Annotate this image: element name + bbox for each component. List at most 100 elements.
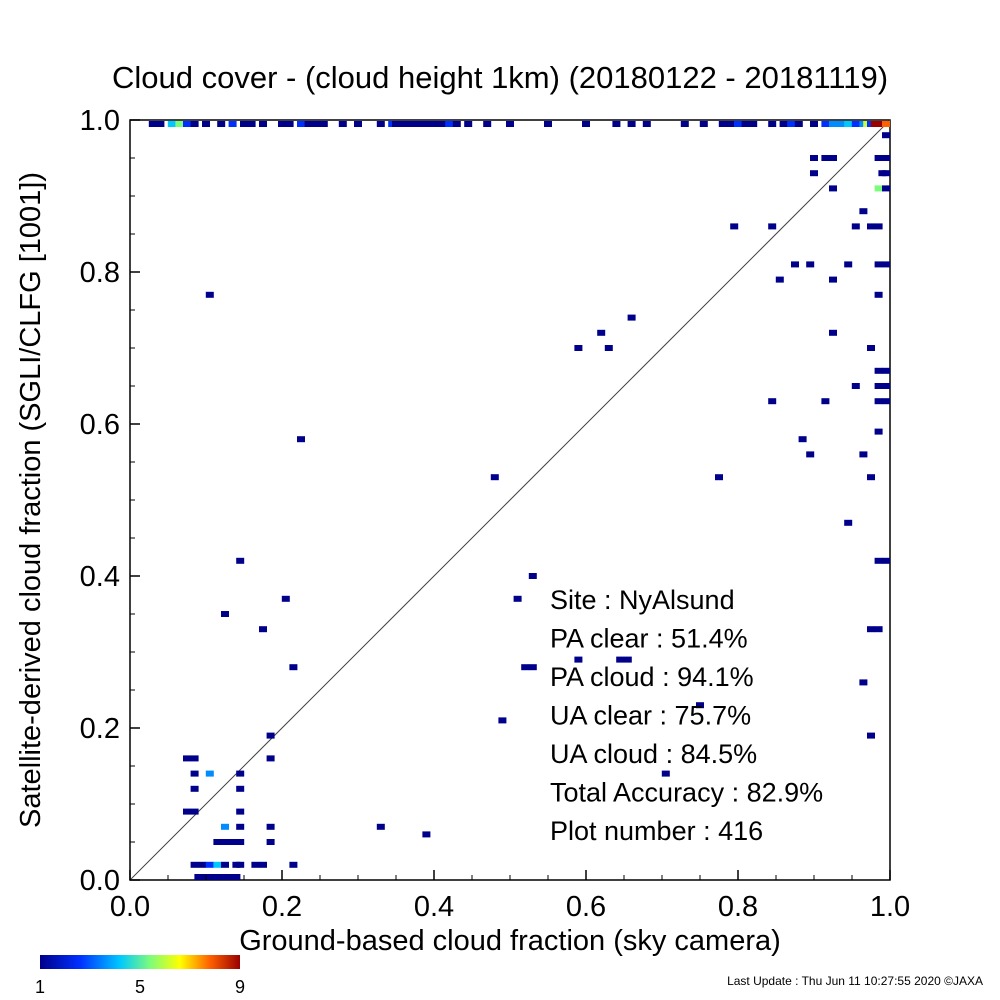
data-point — [623, 656, 632, 663]
data-point — [148, 121, 157, 127]
data-point — [726, 121, 735, 127]
axis-ticks: 0.0 0.2 0.4 0.6 0.8 1.0 0.0 0.2 0.4 0.6 0.8 1.0 — [80, 105, 910, 923]
data-point — [851, 383, 860, 389]
data-point — [202, 121, 210, 127]
data-point — [183, 755, 191, 762]
data-point — [810, 155, 818, 161]
data-point — [407, 121, 416, 127]
data-point — [582, 121, 590, 127]
data-point — [392, 121, 400, 127]
data-point — [867, 626, 875, 633]
data-point — [821, 121, 830, 127]
data-point — [806, 451, 815, 458]
data-point — [236, 785, 245, 792]
data-point — [452, 121, 461, 127]
data-point — [399, 121, 408, 127]
data-point — [183, 808, 191, 815]
data-point — [627, 121, 636, 127]
data-point — [730, 223, 739, 230]
data-point — [874, 557, 883, 564]
data-point — [422, 831, 431, 838]
data-point — [304, 121, 313, 127]
data-point — [278, 121, 286, 127]
stats-line: UA cloud : 84.5% — [550, 739, 757, 769]
data-point — [247, 121, 256, 127]
data-point — [338, 121, 347, 127]
data-point — [194, 874, 203, 880]
x-tick-label: 0.4 — [414, 891, 454, 923]
data-point — [829, 276, 837, 283]
data-point — [768, 398, 777, 405]
data-point — [874, 367, 883, 374]
data-point — [221, 839, 229, 845]
data-point — [779, 121, 788, 127]
data-point — [718, 121, 727, 127]
data-point — [221, 861, 229, 868]
chart-title: Cloud cover - (cloud height 1km) (201801… — [112, 60, 888, 95]
data-point — [183, 121, 191, 127]
data-point — [521, 664, 530, 671]
data-point — [221, 823, 229, 830]
stats-line: Total Accuracy : 82.9% — [550, 778, 823, 808]
data-point — [376, 121, 385, 127]
data-point — [787, 121, 796, 127]
colorbar-tick-label: 1 — [35, 977, 45, 997]
data-point — [874, 223, 883, 230]
x-tick-label: 0.6 — [566, 891, 606, 923]
data-point — [483, 121, 492, 127]
data-point — [882, 367, 890, 374]
data-point — [859, 451, 868, 458]
data-point — [874, 398, 883, 405]
data-point — [821, 398, 830, 405]
x-tick-label: 0.8 — [718, 891, 758, 923]
data-point — [259, 121, 267, 127]
data-point — [498, 717, 507, 724]
data-point — [794, 121, 803, 127]
data-point — [205, 291, 214, 298]
data-point — [882, 261, 890, 268]
data-point — [209, 874, 218, 880]
data-point — [175, 121, 184, 127]
data-point — [882, 557, 890, 564]
data-point — [806, 261, 815, 268]
data-point — [266, 823, 275, 830]
data-point — [874, 291, 883, 298]
data-point — [882, 121, 890, 127]
data-point — [213, 861, 222, 868]
data-point — [749, 121, 758, 127]
stats-line: PA clear : 51.4% — [550, 624, 748, 654]
data-point — [791, 261, 799, 268]
data-point — [859, 208, 868, 215]
data-point — [612, 121, 621, 127]
y-tick-label: 0.0 — [80, 865, 120, 897]
data-point — [297, 436, 305, 443]
data-point — [882, 132, 890, 139]
data-point — [768, 121, 777, 127]
data-point — [874, 155, 883, 161]
data-point — [882, 170, 890, 177]
data-point — [297, 121, 305, 127]
data-point — [319, 121, 328, 127]
data-point — [232, 874, 241, 880]
data-point — [217, 121, 226, 127]
data-point — [851, 223, 860, 230]
data-point — [490, 474, 499, 481]
data-point — [236, 808, 245, 815]
data-point — [874, 428, 883, 435]
diagonal-line — [129, 119, 891, 881]
data-point — [445, 121, 454, 127]
stats-line: Site : NyAlsund — [550, 585, 735, 615]
data-point — [604, 345, 613, 351]
data-point — [156, 121, 165, 127]
data-point — [205, 770, 214, 777]
data-point — [190, 861, 199, 868]
data-point — [213, 839, 222, 845]
last-update-text: Last Update : Thu Jun 11 10:27:55 2020 ©… — [727, 974, 983, 988]
data-point — [528, 573, 537, 579]
y-tick-label: 0.4 — [80, 561, 120, 593]
colorbar-tick-label: 9 — [235, 977, 245, 997]
data-point — [266, 732, 275, 739]
x-tick-label: 0.0 — [110, 891, 150, 923]
plot-area — [129, 119, 891, 881]
data-point — [236, 557, 245, 564]
